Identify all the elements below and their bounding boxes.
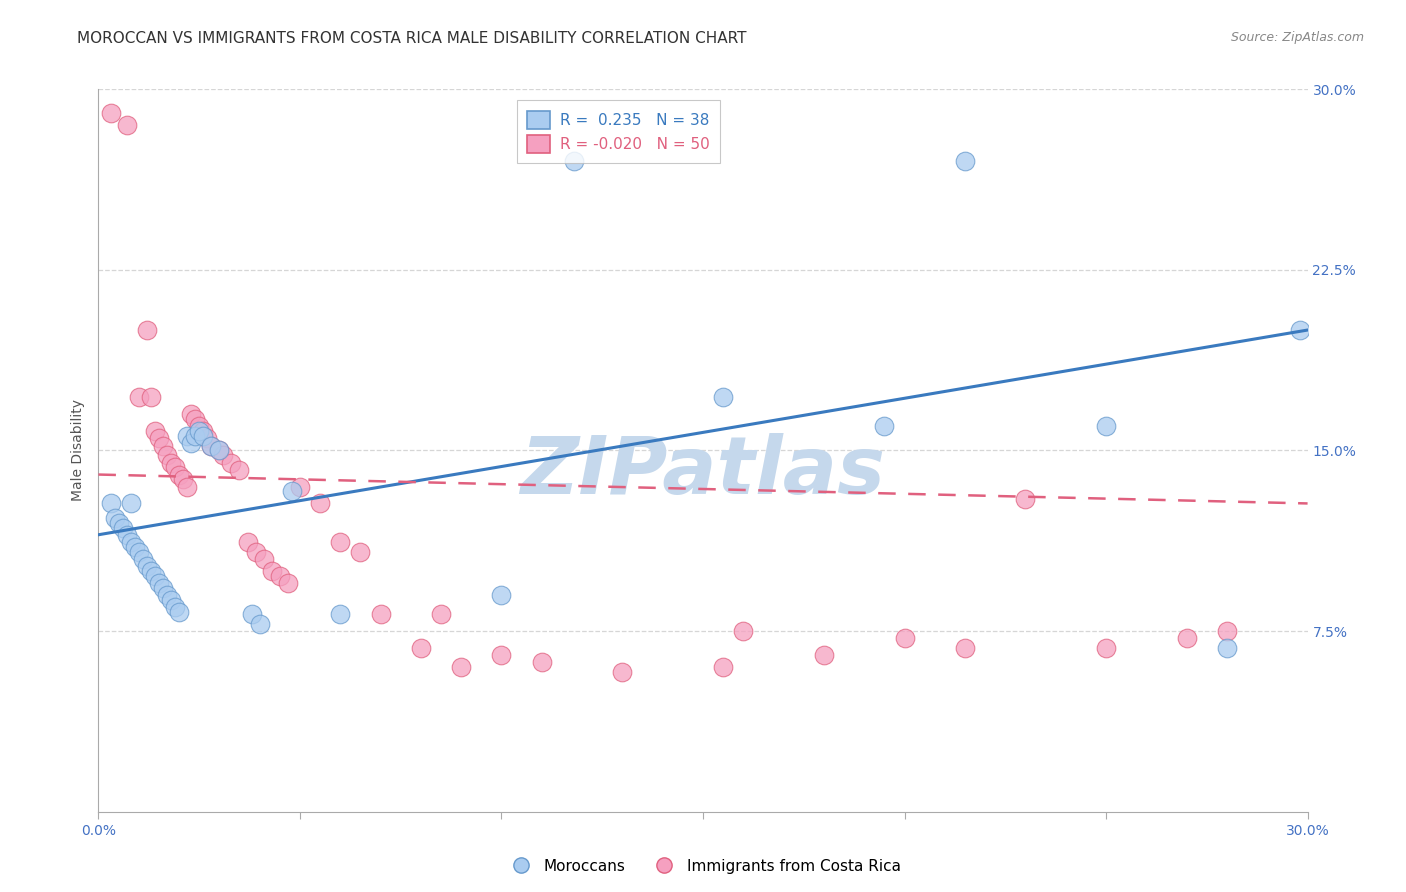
Point [100, 496, 122, 510]
Point [953, 154, 976, 169]
Point [409, 640, 432, 655]
Point [1014, 491, 1036, 506]
Point [240, 607, 263, 622]
Point [288, 480, 311, 494]
Point [128, 544, 150, 558]
Point [349, 544, 371, 558]
Point [184, 429, 207, 443]
Point [115, 118, 138, 132]
Point [260, 564, 283, 578]
Point [180, 436, 202, 450]
Point [253, 551, 276, 566]
Point [167, 467, 190, 482]
Point [180, 407, 202, 421]
Point [530, 656, 553, 670]
Point [124, 540, 146, 554]
Point [277, 576, 299, 591]
Point [139, 564, 162, 578]
Point [329, 607, 352, 622]
Point [132, 551, 155, 566]
Point [430, 607, 453, 622]
Point [163, 599, 186, 614]
Point [212, 448, 235, 462]
Point [733, 624, 755, 639]
Point [249, 616, 271, 631]
Point [148, 431, 170, 445]
Point [156, 588, 179, 602]
Point [195, 431, 218, 445]
Point [1175, 632, 1198, 646]
Point [208, 443, 231, 458]
Point [188, 419, 211, 434]
Point [200, 439, 222, 453]
Point [184, 412, 207, 426]
Point [1288, 323, 1310, 337]
Point [873, 419, 896, 434]
Point [100, 106, 122, 120]
Point [143, 568, 166, 582]
Point [1095, 419, 1118, 434]
Point [245, 544, 267, 558]
Point [163, 460, 186, 475]
Point [450, 660, 472, 674]
Point [152, 581, 174, 595]
Point [148, 576, 170, 591]
Point [103, 511, 125, 525]
Point [193, 429, 215, 443]
Point [120, 535, 142, 549]
Point [221, 455, 243, 469]
Point [269, 568, 291, 582]
Point [160, 592, 183, 607]
Text: ZIPatlas: ZIPatlas [520, 434, 886, 511]
Point [309, 496, 332, 510]
Point [562, 154, 585, 169]
Point [491, 648, 513, 662]
Point [711, 660, 734, 674]
Point [1216, 624, 1239, 639]
Point [813, 648, 835, 662]
Point [172, 472, 194, 486]
Point [208, 443, 231, 458]
Point [329, 535, 352, 549]
Point [193, 424, 215, 438]
Point [228, 463, 250, 477]
Point [188, 424, 211, 438]
Point [370, 607, 392, 622]
Y-axis label: Male Disability: Male Disability [72, 400, 86, 501]
Point [111, 520, 134, 534]
Point [236, 535, 259, 549]
Point [711, 391, 734, 405]
Point [107, 516, 129, 530]
Legend: Moroccans, Immigrants from Costa Rica: Moroccans, Immigrants from Costa Rica [499, 853, 907, 880]
Point [160, 455, 183, 469]
Point [135, 323, 157, 337]
Point [953, 640, 976, 655]
Text: Source: ZipAtlas.com: Source: ZipAtlas.com [1230, 31, 1364, 45]
Point [167, 605, 190, 619]
Point [176, 429, 198, 443]
Point [128, 391, 150, 405]
Point [491, 588, 513, 602]
Point [176, 480, 198, 494]
Point [893, 632, 915, 646]
Point [1095, 640, 1118, 655]
Text: MOROCCAN VS IMMIGRANTS FROM COSTA RICA MALE DISABILITY CORRELATION CHART: MOROCCAN VS IMMIGRANTS FROM COSTA RICA M… [77, 31, 747, 46]
Point [139, 391, 162, 405]
Point [143, 424, 166, 438]
Point [200, 439, 222, 453]
Legend: R =  0.235   N = 38, R = -0.020   N = 50: R = 0.235 N = 38, R = -0.020 N = 50 [517, 101, 720, 163]
Point [115, 527, 138, 541]
Point [281, 484, 304, 499]
Point [156, 448, 179, 462]
Point [612, 665, 634, 679]
Point [1216, 640, 1239, 655]
Point [135, 559, 157, 574]
Point [152, 439, 174, 453]
Point [120, 496, 142, 510]
